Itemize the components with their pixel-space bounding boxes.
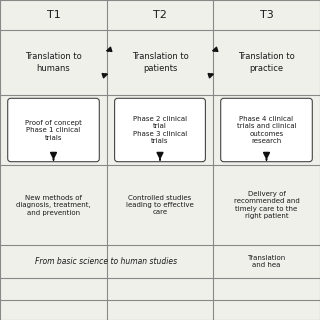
FancyBboxPatch shape	[8, 98, 99, 162]
Text: T1: T1	[47, 10, 60, 20]
Text: T2: T2	[153, 10, 167, 20]
Text: T3: T3	[260, 10, 273, 20]
Text: Translation to
practice: Translation to practice	[238, 52, 295, 73]
Text: Translation
and hea: Translation and hea	[247, 255, 286, 268]
Text: New methods of
diagnosis, treatment,
and prevention: New methods of diagnosis, treatment, and…	[16, 195, 91, 215]
Text: Delivery of
recommended and
timely care to the
right patient: Delivery of recommended and timely care …	[234, 191, 300, 219]
Text: From basic science to human studies: From basic science to human studies	[36, 257, 178, 266]
Text: Phase 4 clinical
trials and clinical
outcomes
research: Phase 4 clinical trials and clinical out…	[237, 116, 296, 144]
FancyBboxPatch shape	[221, 98, 312, 162]
Text: Translation to
humans: Translation to humans	[25, 52, 82, 73]
Text: Proof of concept
Phase 1 clinical
trials: Proof of concept Phase 1 clinical trials	[25, 119, 82, 140]
Text: Translation to
patients: Translation to patients	[132, 52, 188, 73]
Text: Phase 2 clinical
trial
Phase 3 clinical
trials: Phase 2 clinical trial Phase 3 clinical …	[133, 116, 187, 144]
FancyBboxPatch shape	[115, 98, 205, 162]
Text: Controlled studies
leading to effective
care: Controlled studies leading to effective …	[126, 195, 194, 215]
